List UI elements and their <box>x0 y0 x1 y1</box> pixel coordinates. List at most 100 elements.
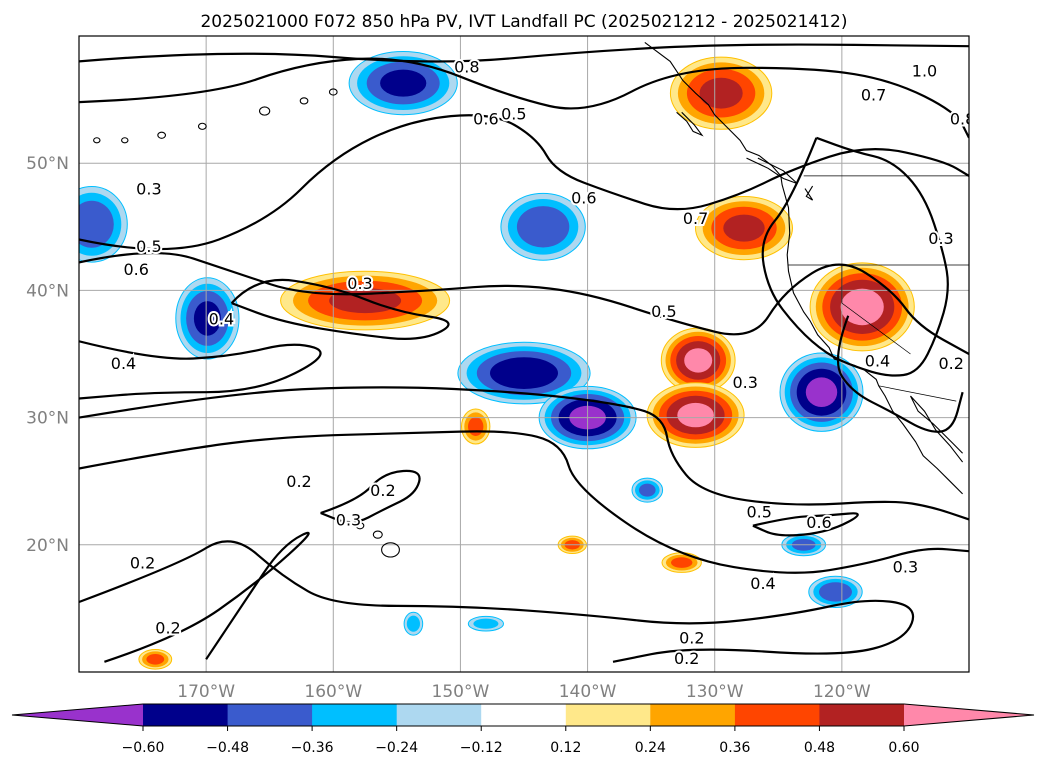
anomaly-level-0_36 <box>468 417 484 436</box>
contour-label: 1.0 <box>912 61 937 80</box>
anomaly-blob <box>809 262 915 352</box>
lon-tick-label: 130°W <box>686 682 744 702</box>
pv-contour <box>752 512 859 537</box>
island <box>258 106 271 116</box>
colorbar-swatch <box>650 704 736 726</box>
contour-label: 0.3 <box>928 229 953 248</box>
coastline <box>804 185 814 201</box>
pv-contour <box>320 469 421 524</box>
contour-label: 0.5 <box>136 237 161 256</box>
gridline-layer <box>79 36 969 672</box>
colorbar-tick-label: 0.48 <box>804 740 835 756</box>
anomaly-blob <box>695 196 793 261</box>
contour-label: 0.4 <box>750 574 775 593</box>
contour-label: 0.3 <box>336 510 361 529</box>
island <box>299 97 309 105</box>
anomaly-blob <box>138 649 173 670</box>
colorbar-swatch <box>227 704 313 726</box>
pv-contour <box>230 278 450 340</box>
colorbar-swatch <box>396 704 482 726</box>
colorbar-tick-label: −0.36 <box>291 740 334 756</box>
chart-title: 2025021000 F072 850 hPa PV, IVT Landfall… <box>200 12 847 32</box>
contour-label: 0.2 <box>679 629 704 648</box>
colorbar-swatch <box>143 704 229 726</box>
pv-contour <box>79 57 969 139</box>
colorbar-swatch <box>565 704 651 726</box>
colorbar-swatch <box>734 704 820 726</box>
anomaly-blob <box>669 56 773 130</box>
anomaly-level-0_6 <box>840 288 884 326</box>
anomaly-level-0_6 <box>805 377 838 408</box>
pv-contour <box>761 136 949 377</box>
coastline <box>746 157 798 185</box>
contour-label: 0.8 <box>454 58 479 77</box>
contour-label: 0.6 <box>473 110 498 129</box>
contour-label: 0.5 <box>746 503 771 522</box>
island <box>121 137 129 144</box>
island <box>328 88 338 96</box>
pv-contour <box>79 540 915 663</box>
anomaly-blob <box>457 341 591 405</box>
contour-label: 0.4 <box>111 354 136 373</box>
colorbar-tick-label: −0.60 <box>122 740 165 756</box>
contour-label: 0.7 <box>861 86 886 105</box>
anomaly-level-0_6 <box>684 348 713 373</box>
longitude-tick-labels: 170°W 160°W 150°W 140°W 130°W 120°W <box>177 682 871 702</box>
anomaly-blob <box>467 615 504 632</box>
contour-label: 0.6 <box>123 260 148 279</box>
anomaly-blob <box>808 575 863 609</box>
pv-contour <box>79 251 969 355</box>
latitude-tick-labels: 50°N 40°N 30°N 20°N <box>26 154 69 556</box>
pv-contour <box>79 43 969 63</box>
anomaly-blob <box>461 408 491 445</box>
colorbar-swatch <box>312 704 398 726</box>
island <box>157 131 167 139</box>
contour-label: 0.6 <box>806 513 831 532</box>
pv-contour <box>79 340 322 400</box>
contour-label: 0.6 <box>571 189 596 208</box>
anomaly-level-0_48 <box>699 77 743 109</box>
lat-tick-label: 20°N <box>26 536 69 556</box>
lat-tick-label: 30°N <box>26 409 69 429</box>
anomaly-blob <box>403 611 424 636</box>
anomaly-blob <box>631 477 664 503</box>
political-border <box>878 385 957 402</box>
anomaly-level-0_36 <box>819 582 852 602</box>
colorbar-extend-low <box>12 704 143 726</box>
colorbar-tick-label: −0.24 <box>375 740 418 756</box>
colorbar-tick-label: −0.48 <box>206 740 249 756</box>
colorbar <box>11 703 1035 727</box>
anomaly-level-0_48 <box>380 69 427 97</box>
colorbar-swatch <box>481 704 567 726</box>
map-frame <box>78 35 970 673</box>
colorbar-swatch <box>819 704 905 726</box>
coastline <box>910 395 964 463</box>
contour-label: 0.4 <box>865 351 890 370</box>
pv-contour <box>836 315 964 433</box>
anomaly-blob <box>500 192 586 261</box>
lat-tick-label: 50°N <box>26 154 69 174</box>
contour-label: 0.3 <box>893 557 918 576</box>
contour-label: 0.3 <box>732 373 757 392</box>
pv-contour <box>104 531 310 663</box>
island <box>355 522 365 530</box>
lon-tick-label: 140°W <box>559 682 617 702</box>
anomaly-blob <box>646 382 745 448</box>
anomaly-level-0_36 <box>639 483 656 497</box>
anomaly-level-0_48 <box>723 214 765 242</box>
pv-contour <box>79 386 969 521</box>
contour-label: 0.7 <box>683 209 708 228</box>
contour-label: 0.5 <box>651 302 676 321</box>
island <box>197 122 207 130</box>
contour-label: 0.2 <box>130 554 155 573</box>
pv-contour <box>79 114 969 251</box>
anomaly-blob <box>79 186 128 263</box>
anomaly-blob <box>661 552 702 573</box>
colorbar-tick-labels: −0.60 −0.48 −0.36 −0.24 −0.12 0.12 0.24 0.36 0.4… <box>122 726 920 756</box>
island <box>381 542 400 558</box>
island <box>93 137 101 144</box>
anomaly-level-0_6 <box>677 402 714 428</box>
lon-tick-label: 170°W <box>177 682 235 702</box>
pv-contour <box>79 430 969 574</box>
contour-label: 0.2 <box>674 649 699 668</box>
